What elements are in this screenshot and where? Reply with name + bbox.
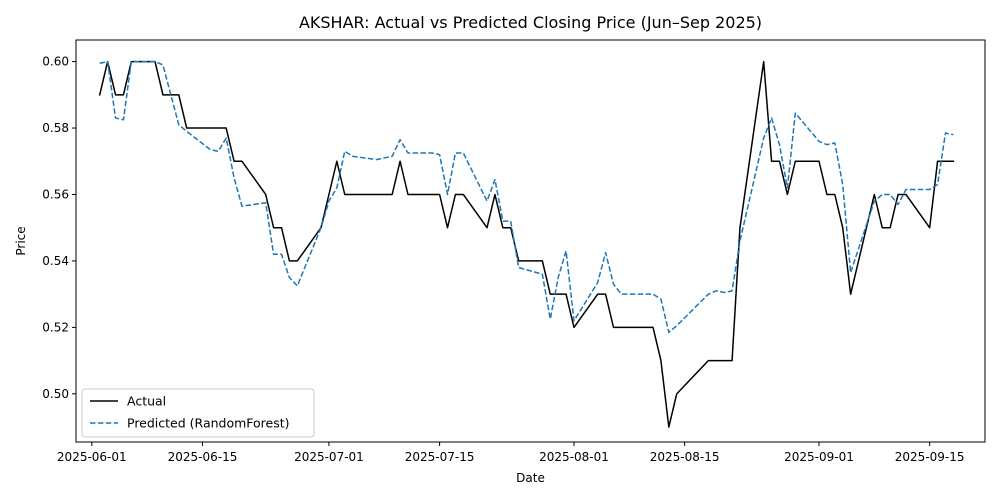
- x-tick-label: 2025-08-01: [539, 450, 609, 464]
- x-axis: 2025-06-01 2025-06-15 2025-07-01 2025-07-15…: [57, 442, 965, 464]
- legend-label: Actual: [127, 394, 166, 409]
- chart-title: AKSHAR: Actual vs Predicted Closing Pric…: [299, 13, 762, 32]
- y-tick-label: 0.52: [42, 320, 69, 334]
- x-tick-label: 2025-09-15: [895, 450, 965, 464]
- x-tick-label: 2025-08-15: [650, 450, 720, 464]
- x-tick-label: 2025-09-01: [784, 450, 854, 464]
- legend-label: Predicted (RandomForest): [127, 416, 290, 431]
- x-axis-title: Date: [516, 471, 545, 485]
- y-tick-label: 0.56: [42, 187, 69, 201]
- axes-frame: [75, 39, 986, 443]
- series-line-predicted: [99, 60, 954, 334]
- y-tick-label: 0.58: [42, 121, 69, 135]
- series-line-actual: [98, 60, 955, 428]
- plot-area: [76, 40, 985, 442]
- x-tick-label: 2025-06-01: [57, 450, 127, 464]
- x-tick-label: 2025-07-01: [294, 450, 364, 464]
- y-tick-label: 0.54: [42, 254, 69, 268]
- legend-box: [81, 388, 315, 438]
- y-axis: 0.50 0.52 0.54 0.56 0.58 0.60: [42, 55, 76, 401]
- y-axis-title: Price: [14, 226, 28, 255]
- axes-spines: [75, 39, 986, 443]
- plot-background: [76, 40, 985, 442]
- x-tick-label: 2025-07-15: [405, 450, 475, 464]
- y-tick-label: 0.60: [42, 55, 69, 69]
- x-tick-label: 2025-06-15: [168, 450, 238, 464]
- y-tick-label: 0.50: [42, 387, 69, 401]
- legend: Actual Predicted (RandomForest): [81, 388, 315, 438]
- series-layer: [98, 60, 955, 428]
